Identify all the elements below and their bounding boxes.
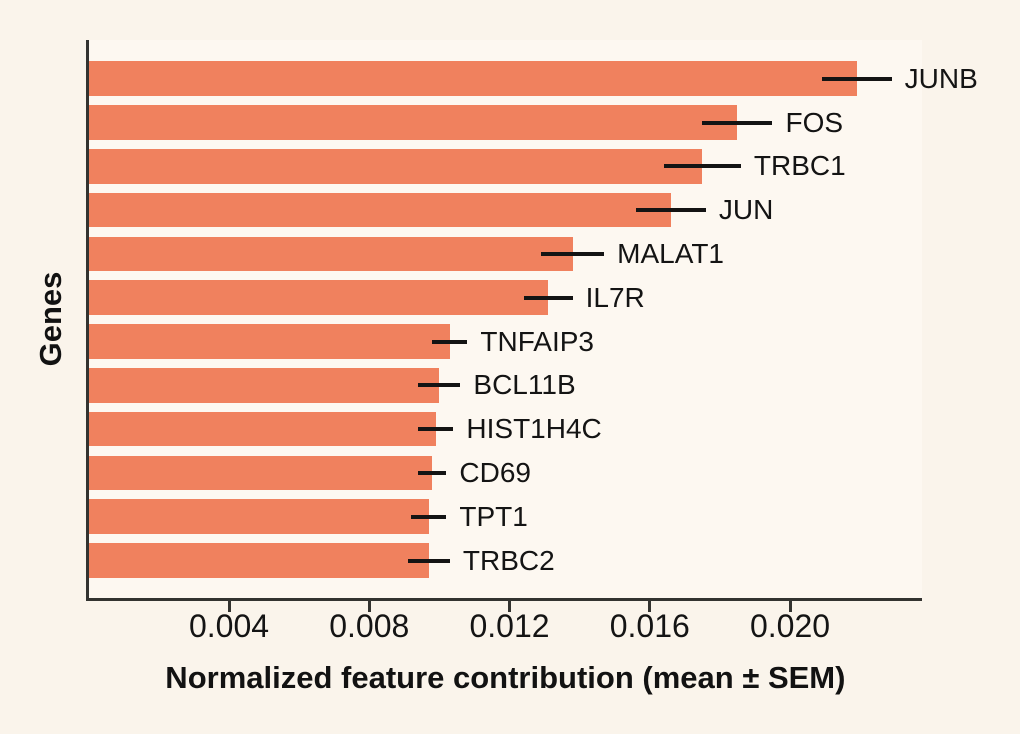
gene-label-jun: JUN <box>718 194 774 226</box>
errorbar-bcl11b <box>418 383 461 388</box>
errorbar-junb <box>821 76 892 81</box>
bar-junb <box>88 61 857 96</box>
x-axis-label: Normalized feature contribution (mean ± … <box>165 660 846 695</box>
errorbar-cd69 <box>418 470 447 475</box>
x-tick-label-0.016: 0.016 <box>609 608 690 644</box>
errorbar-hist1h4c <box>418 427 454 432</box>
gene-label-tnfaip3: TNFAIP3 <box>480 325 595 357</box>
gene-label-trbc1: TRBC1 <box>753 150 846 182</box>
x-tick-label-0.004: 0.004 <box>188 608 270 644</box>
bar-tpt1 <box>88 499 429 534</box>
bar-il7r <box>88 280 549 315</box>
bar-jun <box>88 192 671 228</box>
errorbar-tnfaip3 <box>432 339 468 344</box>
bar-hist1h4c <box>88 411 436 447</box>
gene-label-fos: FOS <box>785 106 844 138</box>
x-tick-0.016 <box>648 601 652 612</box>
bar-cd69 <box>88 455 433 491</box>
gene-label-trbc2: TRBC2 <box>462 544 555 576</box>
errorbar-trbc2 <box>407 558 450 563</box>
x-tick-label-0.008: 0.008 <box>329 608 410 644</box>
errorbar-trbc1 <box>663 164 741 169</box>
gene-label-malat1: MALAT1 <box>617 237 725 269</box>
bar-trbc2 <box>88 543 429 578</box>
bar-fos <box>88 105 738 140</box>
x-tick-0.008 <box>367 601 371 612</box>
x-tick-0.020 <box>788 601 792 612</box>
x-axis-spine <box>85 598 922 601</box>
gene-label-junb: JUNB <box>904 62 978 94</box>
gene-label-tpt1: TPT1 <box>459 500 528 532</box>
errorbar-tpt1 <box>411 514 447 519</box>
y-axis-label: Genes <box>33 271 68 367</box>
gene-label-bcl11b: BCL11B <box>473 369 576 401</box>
gene-label-hist1h4c: HIST1H4C <box>466 413 602 445</box>
x-tick-label-0.012: 0.012 <box>469 608 550 644</box>
gene-label-il7r: IL7R <box>585 281 645 313</box>
y-axis-spine <box>85 40 89 601</box>
bar-bcl11b <box>88 368 440 403</box>
x-tick-label-0.020: 0.020 <box>749 608 831 644</box>
bar-malat1 <box>88 236 573 272</box>
errorbar-il7r <box>523 295 573 300</box>
gene-label-cd69: CD69 <box>459 456 531 488</box>
errorbar-fos <box>702 120 773 125</box>
bar-trbc1 <box>88 149 703 184</box>
bar-tnfaip3 <box>88 324 450 359</box>
errorbar-jun <box>635 208 706 213</box>
x-tick-0.012 <box>508 601 511 612</box>
errorbar-malat1 <box>541 251 605 256</box>
x-tick-0.004 <box>227 601 231 612</box>
